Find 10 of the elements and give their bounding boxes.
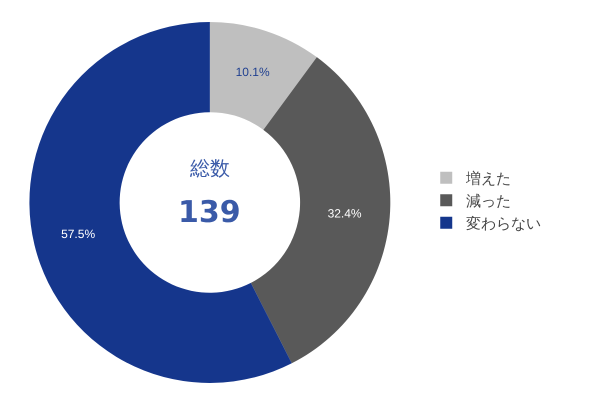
legend-label: 変わらない xyxy=(466,214,542,233)
data-label: 32.4% xyxy=(328,206,362,221)
data-label: 57.5% xyxy=(61,227,96,242)
donut-slice xyxy=(210,22,317,130)
legend-label: 増えた xyxy=(465,170,512,188)
text: 139 xyxy=(178,195,241,230)
donut-slice xyxy=(29,22,292,383)
data-label: 10.1% xyxy=(236,64,270,79)
legend-label: 減った xyxy=(466,192,512,210)
text: 総数 xyxy=(189,156,230,180)
